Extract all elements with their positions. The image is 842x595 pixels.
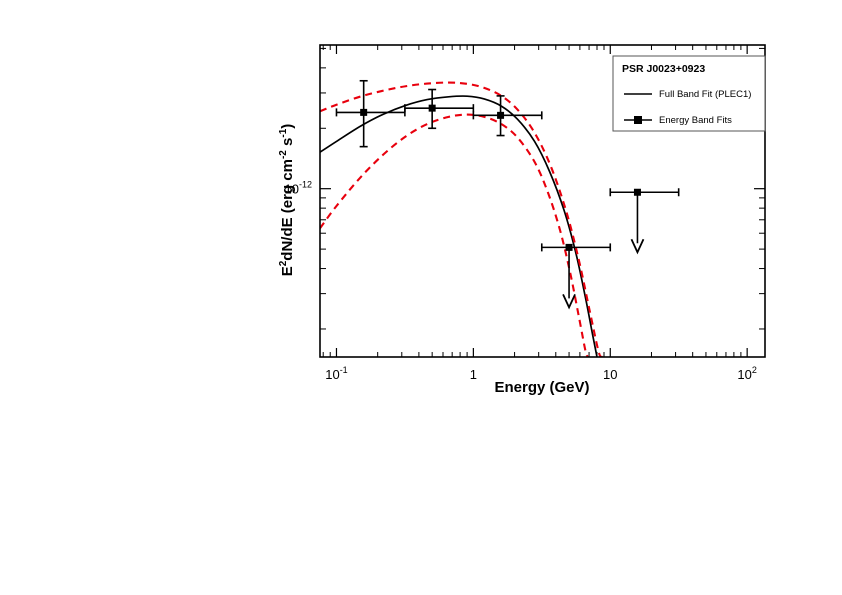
y-axis-title: E2dN/dE (erg cm-2 s-1) <box>278 124 296 277</box>
uncertainty-band-curve <box>320 113 590 357</box>
point-marker <box>565 243 573 251</box>
legend-swatch-energy-band-fits-square <box>634 116 642 124</box>
x-axis-title: Energy (GeV) <box>494 379 589 396</box>
legend: PSR J0023+0923 Full Band Fit (PLEC1) Ene… <box>612 55 766 132</box>
svg-text:E2dN/dE (erg cm-2 s-1): E2dN/dE (erg cm-2 s-1) <box>278 124 296 277</box>
point-marker <box>497 111 505 119</box>
point-marker <box>633 188 641 196</box>
full-band-fit-curve <box>320 95 598 357</box>
upper-limit-arrowhead <box>630 238 645 255</box>
y-label-mid: dN/dE (erg cm <box>279 159 296 261</box>
y-label-close: ) <box>279 124 296 129</box>
point-marker <box>428 104 436 112</box>
upper-limit-arrowhead <box>562 294 576 310</box>
legend-label-energy-band-fits: Energy Band Fits <box>659 115 732 126</box>
uncertainty-band-curve <box>320 81 603 357</box>
x-tick-label: 1 <box>470 367 477 382</box>
point-marker <box>360 108 368 116</box>
y-label-sp: s <box>279 138 296 151</box>
legend-label-full-band-fit: Full Band Fit (PLEC1) <box>659 89 751 100</box>
y-label-e: E <box>279 266 296 276</box>
legend-title: PSR J0023+0923 <box>622 63 705 75</box>
plot-frame <box>319 44 766 358</box>
data-point <box>335 79 406 148</box>
axes-group: 10-1 1 10 102 10-12 <box>285 44 766 382</box>
upper-limit-point <box>540 243 612 310</box>
y-tick-label: 10-12 <box>285 180 312 197</box>
data-points-group <box>335 79 680 310</box>
x-tick-label: 102 <box>737 365 756 382</box>
upper-limit-point <box>609 188 680 255</box>
y-label-sup-m1: -1 <box>278 128 289 137</box>
y-label-sup2: 2 <box>278 260 289 266</box>
y-label-sup-m2: -2 <box>278 150 289 159</box>
data-point <box>404 88 475 130</box>
x-tick-label: 10 <box>603 367 617 382</box>
data-point <box>472 95 543 137</box>
curves-group <box>320 81 603 357</box>
x-tick-label: 10-1 <box>325 365 347 382</box>
